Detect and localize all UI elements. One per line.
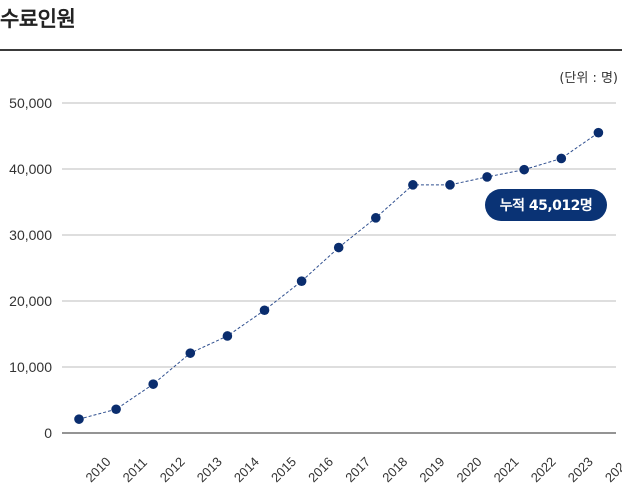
data-point bbox=[296, 276, 307, 287]
series-line-layer bbox=[78, 132, 599, 420]
unit-label: (단위 : 명) bbox=[559, 71, 618, 86]
x-tick-label: 2012 bbox=[157, 454, 188, 485]
data-point bbox=[556, 153, 567, 164]
data-point bbox=[371, 213, 381, 223]
x-tick-label: 2020 bbox=[454, 454, 485, 485]
title-divider bbox=[0, 49, 622, 51]
y-tick-label: 10,000 bbox=[9, 359, 52, 375]
x-tick-label: 2015 bbox=[268, 454, 299, 485]
x-tick-label: 2010 bbox=[83, 454, 114, 485]
data-point bbox=[148, 379, 158, 389]
x-tick-label: 2011 bbox=[120, 455, 150, 485]
x-tick-label: 2017 bbox=[342, 454, 373, 485]
data-point bbox=[74, 414, 84, 424]
data-points bbox=[74, 127, 604, 424]
x-tick-label: 2019 bbox=[416, 454, 447, 485]
y-tick-label: 40,000 bbox=[9, 161, 52, 177]
data-point bbox=[445, 180, 455, 190]
data-point bbox=[519, 164, 529, 175]
x-tick-label: 2014 bbox=[231, 454, 262, 485]
x-tick-label: 2022 bbox=[528, 454, 559, 485]
y-tick-label: 0 bbox=[44, 425, 52, 441]
x-tick-label: 2021 bbox=[491, 454, 522, 485]
data-point bbox=[259, 305, 270, 316]
grid-lines bbox=[62, 102, 616, 434]
data-point bbox=[408, 180, 418, 190]
x-tick-label: 2018 bbox=[379, 454, 410, 485]
y-tick-labels: 0 10,000 20,000 30,000 40,000 50,000 bbox=[9, 95, 52, 441]
x-tick-labels: 2010 2011 2012 2013 2014 2015 2016 2017 2018 2019… bbox=[83, 454, 622, 485]
data-point bbox=[333, 242, 344, 253]
x-tick-label: 2013 bbox=[194, 454, 225, 485]
y-tick-label: 30,000 bbox=[9, 227, 52, 243]
data-point bbox=[111, 404, 121, 415]
x-tick-label: 2016 bbox=[305, 454, 336, 485]
chart-title: 수료인원 bbox=[0, 7, 76, 31]
y-tick-label: 50,000 bbox=[9, 95, 52, 111]
x-tick-label: 2024 bbox=[602, 454, 622, 485]
y-tick-label: 20,000 bbox=[9, 293, 52, 309]
series-line bbox=[78, 132, 599, 420]
x-tick-label: 2023 bbox=[565, 454, 596, 485]
data-point bbox=[482, 172, 492, 182]
cumulative-total-badge: 누적 45,012명 bbox=[485, 189, 607, 221]
data-point bbox=[185, 348, 196, 358]
data-point bbox=[222, 331, 233, 341]
data-point bbox=[593, 127, 604, 138]
